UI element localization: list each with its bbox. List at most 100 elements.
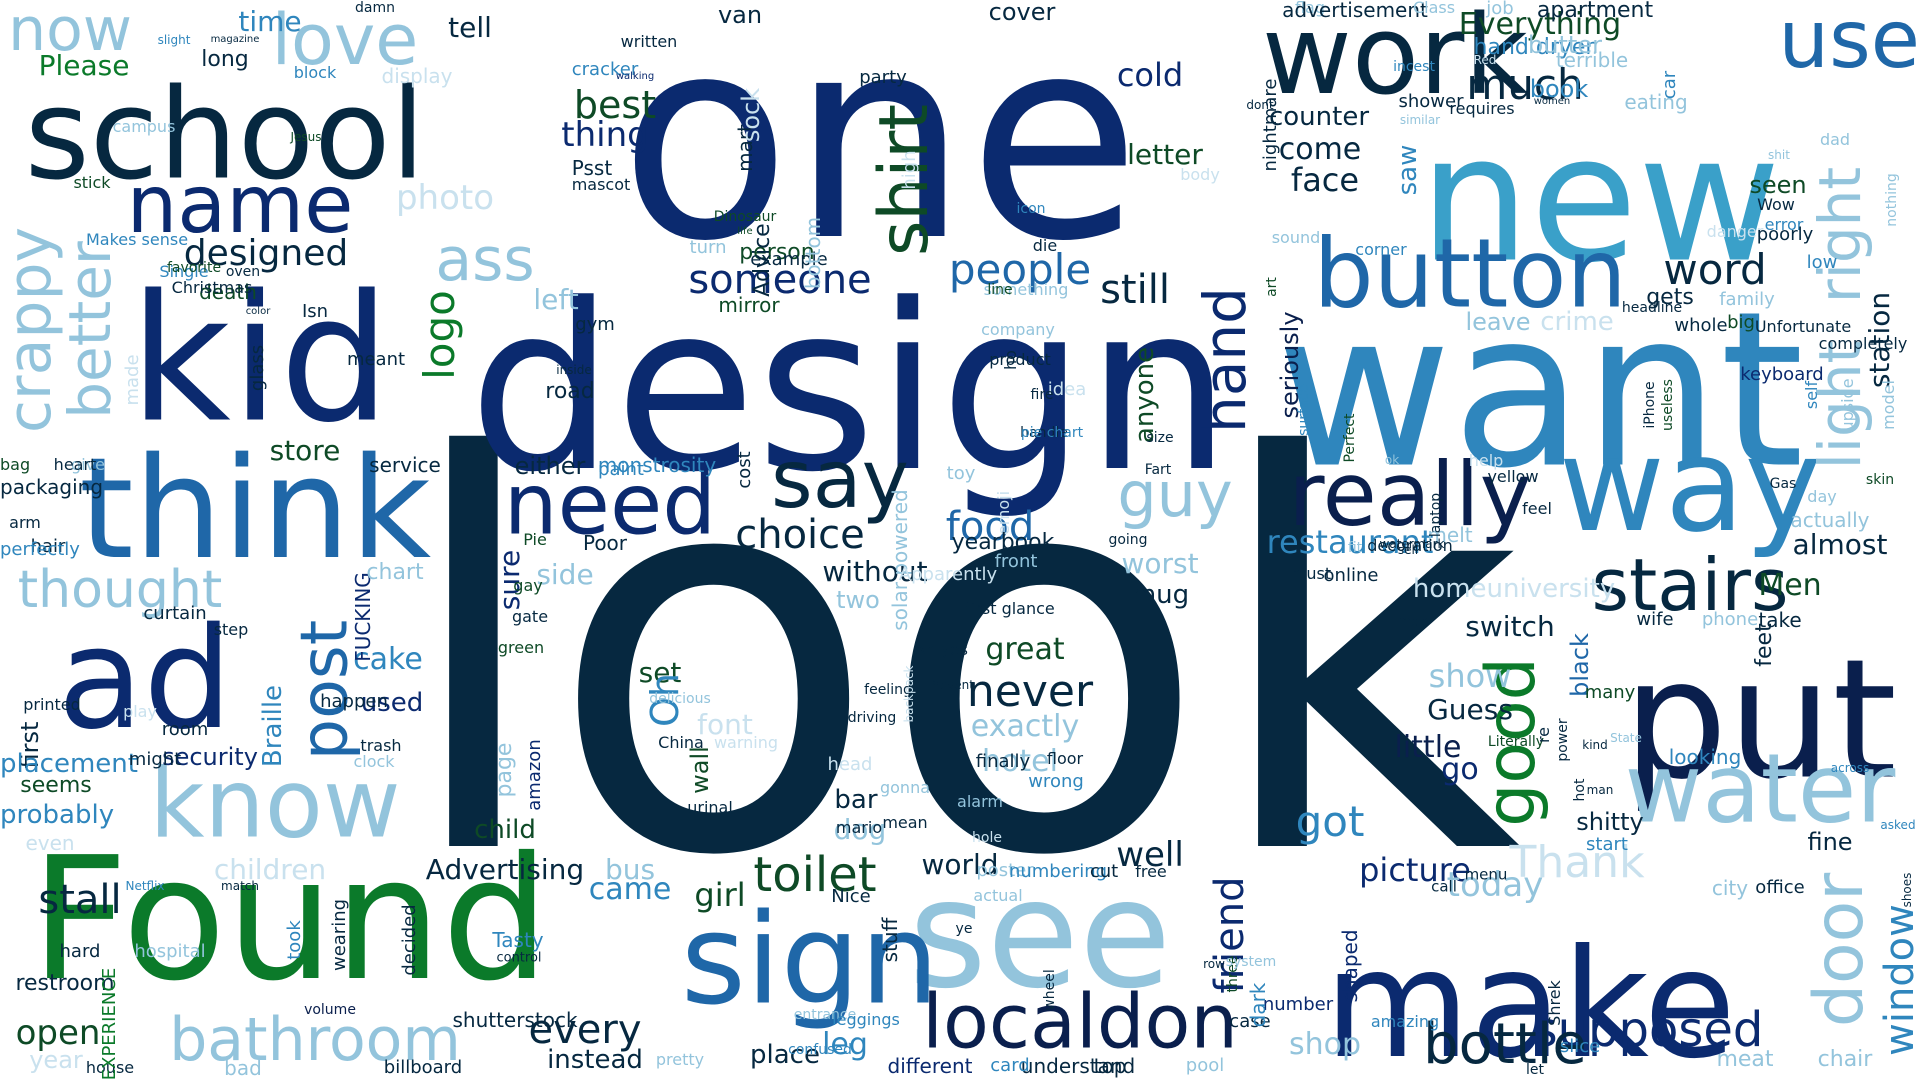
word-hotel: hotel xyxy=(982,744,1058,779)
word-know: know xyxy=(149,749,401,860)
word-across: across xyxy=(1830,761,1870,775)
word-product: product xyxy=(989,350,1051,369)
word-dont: dont xyxy=(1246,98,1274,112)
word-shop: shop xyxy=(1288,1027,1362,1062)
word-ass: ass xyxy=(435,225,535,295)
word-sound: sound xyxy=(1271,228,1321,247)
word-mario: mario xyxy=(835,818,883,837)
word-incest: incest xyxy=(1393,59,1435,75)
word-mirror: mirror xyxy=(718,293,780,317)
word-gas: Gas xyxy=(1769,476,1797,492)
word-solar-powered: solar powered xyxy=(888,489,912,631)
word-must: must xyxy=(1290,564,1332,583)
word-little: little xyxy=(1394,730,1462,765)
word-card: card xyxy=(990,1055,1030,1076)
word-nothing: nothing xyxy=(1884,173,1900,227)
word-road: road xyxy=(545,379,595,404)
word-well: well xyxy=(1116,835,1184,875)
word-completely: completely xyxy=(1818,334,1908,353)
word-child: child xyxy=(474,815,536,845)
word-year: year xyxy=(29,1046,83,1074)
word-low: low xyxy=(1806,252,1838,273)
word-icon: icon xyxy=(1016,201,1046,217)
word-front: front xyxy=(994,551,1038,572)
word-literally: Literally xyxy=(1487,734,1545,750)
word-leggings: leggings xyxy=(832,1010,900,1029)
word-logo: logo xyxy=(415,290,464,380)
word-font: font xyxy=(697,708,753,741)
word-window: window xyxy=(1877,904,1920,1056)
word-love: love xyxy=(271,0,419,81)
word-family: family xyxy=(1719,289,1775,310)
word-sign: sign xyxy=(680,887,940,1033)
word-written: written xyxy=(620,32,678,51)
word-shutterstock: shutterstock xyxy=(452,1008,578,1032)
word-tasty: Tasty xyxy=(492,928,544,952)
word-show: show xyxy=(1428,657,1512,695)
word-ah-yes: Ah yes xyxy=(914,640,968,659)
word-bottom: bottom xyxy=(801,216,825,290)
word-leg: leg xyxy=(822,1027,868,1062)
word-understand: understand xyxy=(1020,1054,1136,1078)
word-model: model xyxy=(1879,380,1898,430)
word-restaurant: restaurant xyxy=(1266,523,1434,561)
word-favorite: favorite xyxy=(166,260,222,276)
word-wheel: wheel xyxy=(1042,969,1058,1011)
word-used: used xyxy=(360,688,424,718)
word-shit: shit xyxy=(1768,148,1790,162)
word-party: party xyxy=(859,67,907,88)
word-power: power xyxy=(1555,718,1571,762)
word-women: women xyxy=(1533,96,1571,107)
word-van: van xyxy=(717,1,763,29)
word-ok: ok xyxy=(1384,453,1400,467)
word-butter: butter xyxy=(1528,31,1602,59)
word-dad: dad xyxy=(1819,130,1851,149)
word-city: city xyxy=(1711,876,1749,900)
word-open: open xyxy=(15,1013,101,1053)
word-worst: worst xyxy=(1121,547,1199,580)
word-chart: chart xyxy=(366,560,424,585)
word-curtain: curtain xyxy=(143,603,207,624)
word-many: many xyxy=(1584,682,1636,703)
word-play: play xyxy=(123,702,157,721)
word-braille: Braille xyxy=(258,684,288,768)
word-come: come xyxy=(1278,132,1362,167)
word-online: online xyxy=(1323,565,1379,586)
word-anyone: anyone xyxy=(1130,346,1160,444)
word-see: see xyxy=(908,848,1172,1022)
word-left: left xyxy=(533,283,579,316)
word-school: school xyxy=(24,62,426,208)
word-headline: headline xyxy=(1621,300,1683,316)
word-apparently: Apparently xyxy=(898,564,998,585)
word-china: China xyxy=(658,733,704,752)
word-hand: hand xyxy=(1191,287,1259,433)
word-example: example xyxy=(750,249,828,270)
word-confused: confused xyxy=(788,1042,852,1058)
word-water: water xyxy=(1624,734,1896,845)
word-guy: guy xyxy=(1117,458,1233,531)
word-match: match xyxy=(221,879,259,893)
word-upside: upside xyxy=(1838,378,1857,432)
word-hole: hole xyxy=(972,830,1002,846)
word-found: Found xyxy=(30,821,550,1019)
word-packaging: packaging xyxy=(0,475,104,499)
word-jesus: Jesus xyxy=(290,130,322,144)
word-probably: probably xyxy=(0,800,115,830)
word-cracker: cracker xyxy=(571,59,639,80)
word-leave: leave xyxy=(1465,308,1531,336)
word-advertising: Advertising xyxy=(425,853,585,886)
word-ye: ye xyxy=(955,921,973,937)
word-long: long xyxy=(201,47,249,72)
word-picture: picture xyxy=(1359,851,1471,889)
word-put: put xyxy=(1622,623,1898,816)
word-seems: seems xyxy=(20,773,92,798)
word-much: much xyxy=(1466,60,1584,109)
word-poor: Poor xyxy=(582,531,628,555)
word-placement: placement xyxy=(0,749,138,779)
word-corner: corner xyxy=(1355,240,1407,259)
word-company: company xyxy=(981,320,1055,339)
word-fire: fire xyxy=(1030,387,1054,403)
word-map: map xyxy=(1397,614,1429,630)
word-poorly: poorly xyxy=(1756,224,1814,245)
word-stick: stick xyxy=(73,173,111,192)
